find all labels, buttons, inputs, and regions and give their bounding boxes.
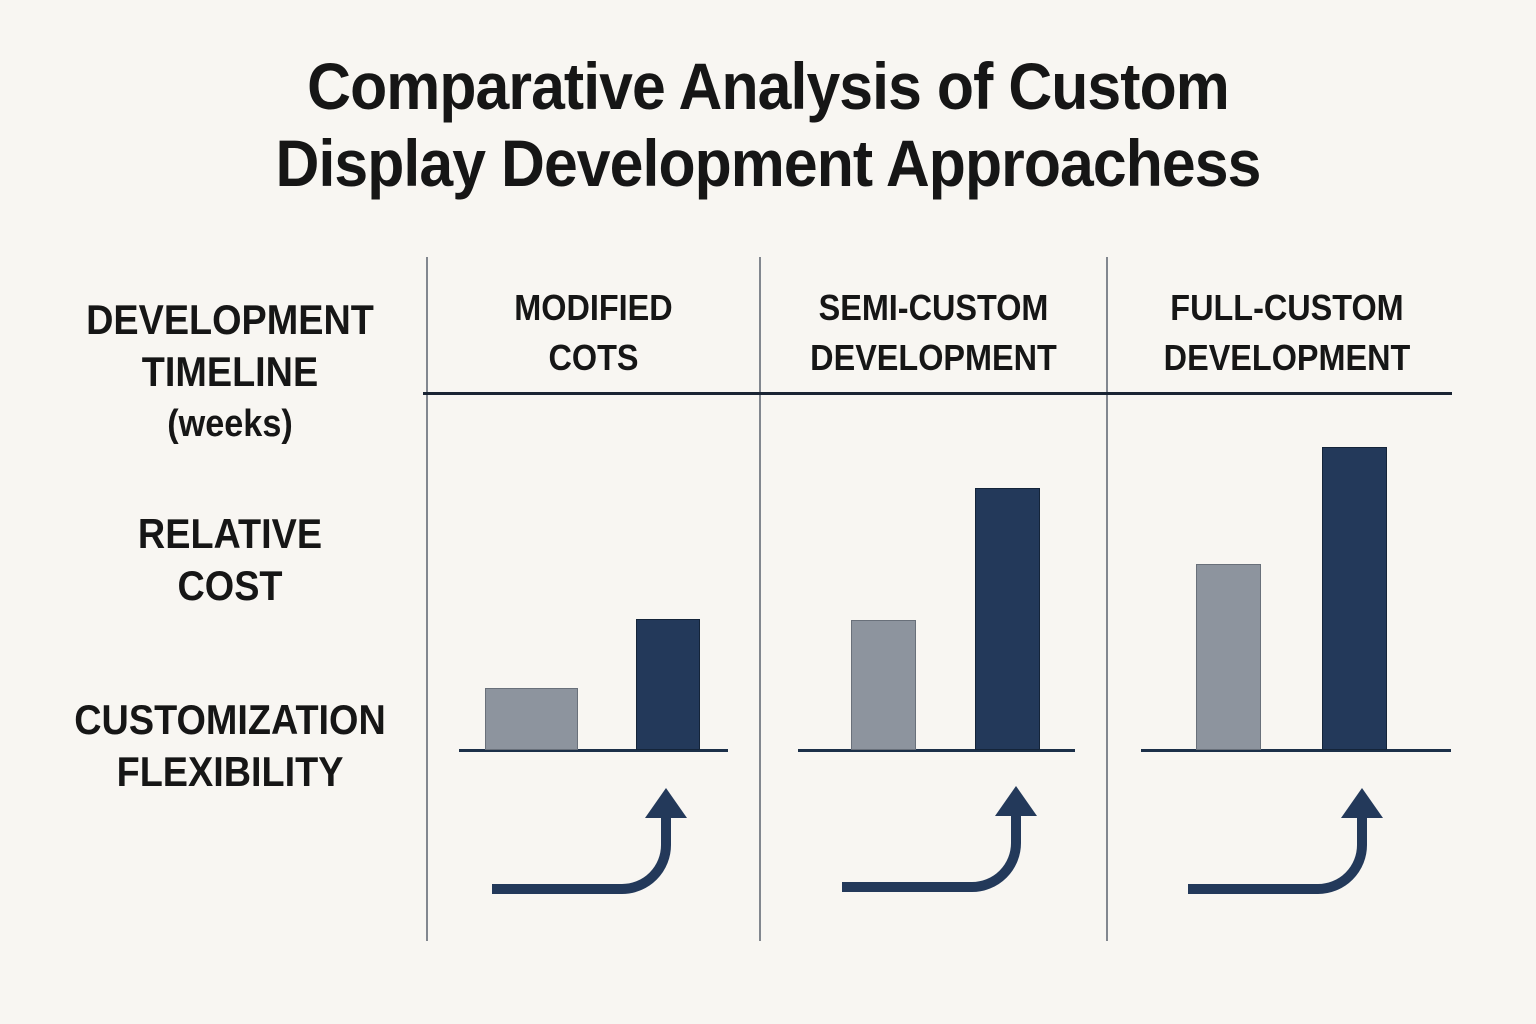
- bar-baseline-col1: [459, 749, 728, 752]
- column-header-line: DEVELOPMENT: [810, 337, 1057, 378]
- page-title-line1: Comparative Analysis of Custom: [307, 49, 1230, 123]
- up-curve-arrow-icon: [492, 788, 687, 894]
- page-title-line2: Display Development Approachess: [275, 126, 1262, 200]
- bar-baseline-col2: [798, 749, 1075, 752]
- bar-navy-col3: [1322, 447, 1387, 750]
- row-label-line: DEVELOPMENT: [86, 296, 374, 343]
- row-label-development-timeline: DEVELOPMENT TIMELINE (weeks): [41, 294, 419, 450]
- column-header-line: SEMI-CUSTOM: [818, 287, 1049, 328]
- page-title: Comparative Analysis of Custom Display D…: [61, 48, 1474, 202]
- row-label-relative-cost: RELATIVE COST: [41, 508, 419, 612]
- up-curve-arrow-icon: [1188, 788, 1383, 894]
- column-header-line: DEVELOPMENT: [1163, 337, 1411, 378]
- bar-gray-col2: [851, 620, 916, 750]
- bar-baseline-col3: [1141, 749, 1451, 752]
- column-header-modified-cots: MODIFIED COTS: [444, 283, 744, 383]
- row-label-customization-flexibility: CUSTOMIZATION FLEXIBILITY: [41, 694, 419, 798]
- column-header-line: MODIFIED: [514, 287, 673, 328]
- row-label-line: CUSTOMIZATION: [74, 696, 386, 743]
- column-header-line: COTS: [548, 337, 639, 378]
- column-divider-2: [759, 257, 761, 941]
- row-label-line: RELATIVE: [137, 510, 323, 557]
- column-divider-1: [426, 257, 428, 941]
- column-divider-3: [1106, 257, 1108, 941]
- up-curve-arrow-icon: [842, 786, 1037, 892]
- bar-navy-col2: [975, 488, 1040, 750]
- column-header-full-custom: FULL-CUSTOM DEVELOPMENT: [1125, 283, 1449, 383]
- row-label-line: TIMELINE: [141, 348, 319, 395]
- row-label-line: COST: [177, 562, 283, 609]
- bar-gray-col3: [1196, 564, 1261, 750]
- bar-gray-col1: [485, 688, 578, 750]
- column-header-line: FULL-CUSTOM: [1170, 287, 1404, 328]
- bar-navy-col1: [636, 619, 700, 750]
- row-label-line: FLEXIBILITY: [116, 748, 344, 795]
- column-header-semi-custom: SEMI-CUSTOM DEVELOPMENT: [777, 283, 1089, 383]
- row-label-units: (weeks): [167, 403, 293, 445]
- header-separator-line: [423, 392, 1452, 395]
